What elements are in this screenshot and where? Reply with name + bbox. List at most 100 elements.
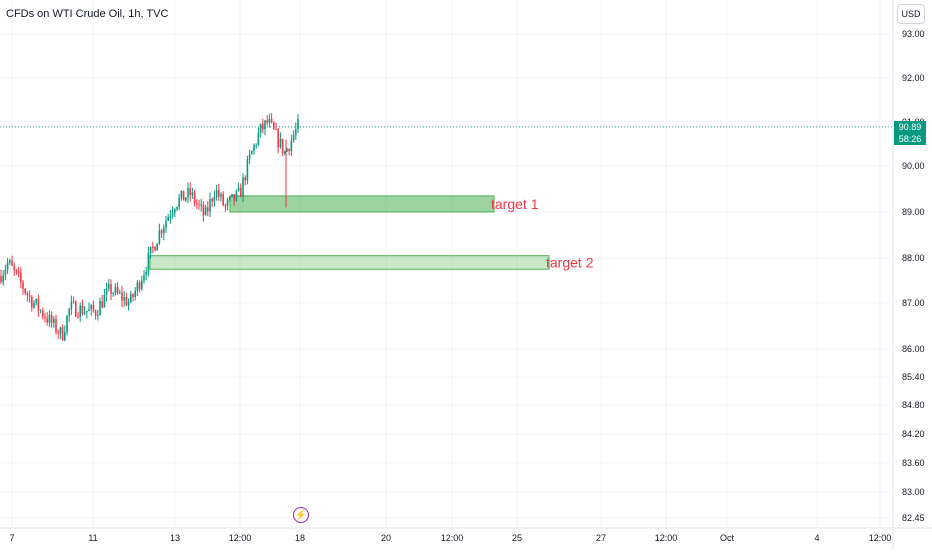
candle [149, 246, 152, 259]
candle [207, 201, 209, 217]
zone-1 [229, 195, 495, 213]
candle-body [158, 230, 161, 244]
candles [0, 113, 299, 342]
candle [108, 278, 110, 292]
candle [297, 114, 299, 133]
candle [237, 182, 240, 192]
candle [257, 127, 260, 147]
candle [24, 288, 26, 296]
currency-button[interactable]: USD [897, 4, 925, 24]
price-tick-label: 84.80 [902, 400, 925, 410]
candle-body [86, 310, 88, 313]
candle [202, 201, 205, 222]
candle-body [110, 284, 112, 295]
candle-body [270, 118, 273, 123]
candle-body [268, 118, 271, 123]
candle [48, 310, 51, 327]
candle-body [70, 301, 73, 309]
time-tick-label: 18 [295, 533, 305, 543]
zone-label-2: target 2 [546, 254, 594, 270]
candle-body [176, 206, 178, 210]
candle-body [171, 212, 174, 216]
candle [59, 326, 62, 340]
candle [39, 309, 42, 314]
candle [0, 269, 2, 285]
candle-body [178, 197, 180, 207]
candle [61, 324, 64, 341]
candle [83, 306, 86, 315]
candle-body [204, 207, 207, 216]
candle [284, 150, 286, 156]
candle-body [295, 128, 297, 135]
candle [220, 192, 222, 202]
candle-body [15, 269, 18, 272]
candle-body [198, 204, 200, 206]
candle-body [275, 129, 277, 131]
candle-body [53, 318, 55, 323]
candle-body [108, 284, 110, 289]
candle-body [264, 120, 266, 130]
candle-body [0, 276, 2, 283]
candle [66, 314, 68, 336]
candle [72, 296, 75, 304]
candle-body [189, 187, 191, 195]
lightning-icon[interactable]: ⚡ [293, 507, 309, 523]
candle-body [134, 290, 136, 298]
price-tick-label: 87.00 [902, 298, 925, 308]
candle-body [35, 299, 37, 303]
candle-body [169, 215, 172, 217]
time-tick-label: 12:00 [869, 533, 892, 543]
candle [279, 132, 282, 149]
candle [114, 283, 117, 296]
price-tick-label: 90.00 [902, 161, 925, 171]
candle [176, 206, 178, 212]
candle-body [119, 292, 121, 294]
candle-body [64, 332, 66, 340]
candle [211, 197, 213, 207]
candle [152, 241, 154, 254]
candle-body [147, 253, 150, 272]
candle-body [125, 296, 128, 306]
candle [154, 246, 156, 252]
candle [266, 115, 268, 126]
candle [165, 215, 167, 233]
candle [15, 268, 18, 275]
candle-body [39, 310, 42, 312]
candle-body [17, 271, 20, 274]
candle-body [28, 295, 31, 297]
candle [215, 184, 218, 201]
candle-body [220, 194, 222, 197]
candle-body [105, 288, 108, 295]
candle-body [248, 154, 251, 160]
candle [22, 279, 24, 295]
candle-body [180, 190, 183, 198]
candle-body [97, 315, 99, 317]
candle-body [2, 275, 4, 283]
time-tick-label: 20 [381, 533, 391, 543]
candle [248, 149, 251, 165]
candle-body [123, 296, 125, 301]
candle [270, 113, 273, 124]
candle [33, 300, 35, 309]
candle-body [262, 123, 264, 130]
candle [11, 255, 13, 267]
candle [44, 312, 46, 323]
candle [246, 155, 249, 185]
candle [275, 122, 277, 131]
candle [209, 192, 211, 217]
candle [35, 298, 37, 306]
candle [259, 123, 262, 138]
candle [97, 309, 99, 321]
candle-body [200, 204, 202, 206]
chart-title[interactable]: CFDs on WTI Crude Oil, 1h, TVC [6, 8, 169, 20]
candle [264, 119, 266, 136]
candle-body [222, 194, 224, 206]
candle-body [292, 134, 295, 141]
candle [101, 294, 103, 309]
candle-body [103, 294, 106, 308]
time-tick-label: 27 [596, 533, 606, 543]
candle [174, 207, 176, 217]
candle [268, 113, 271, 128]
